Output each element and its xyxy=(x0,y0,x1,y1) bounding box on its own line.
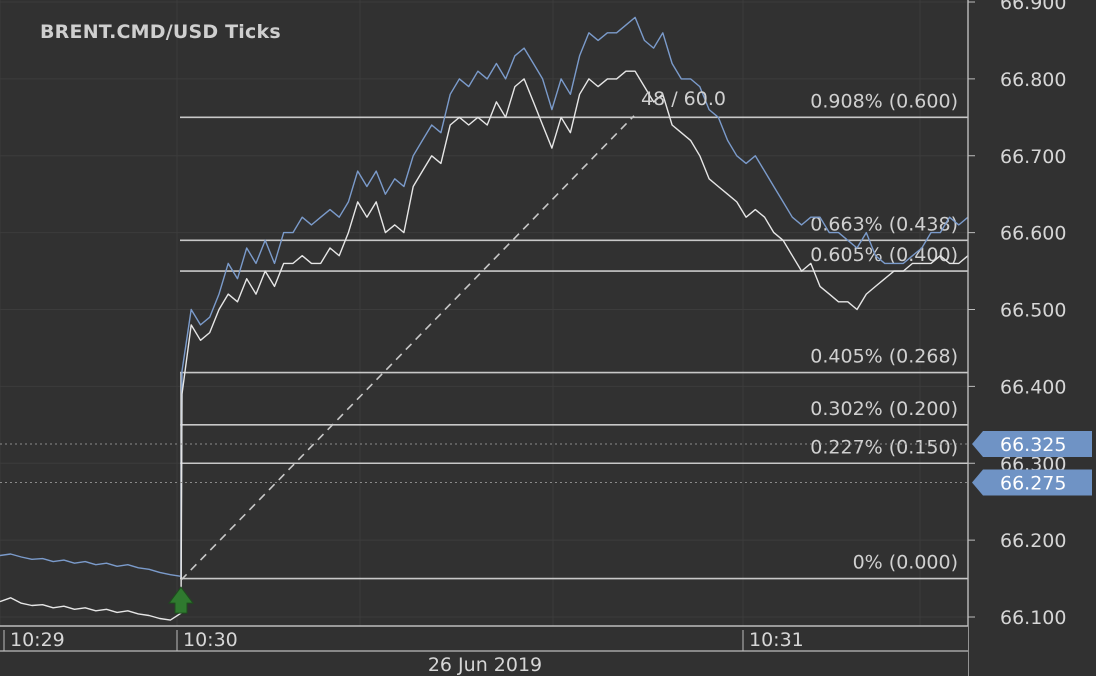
fib-label-4: 0.302% (0.200) xyxy=(810,398,958,420)
y-tick-label-1: 66.200 xyxy=(1000,530,1066,552)
chart-title: BRENT.CMD/USD Ticks xyxy=(40,21,281,43)
y-tick-label-5: 66.600 xyxy=(1000,223,1066,245)
price-tag-label-1: 66.275 xyxy=(1000,472,1066,494)
fib-label-3: 0.405% (0.268) xyxy=(810,346,958,368)
overlay-layer: 48 / 60.0 xyxy=(0,88,968,614)
fib-label-1: 0.663% (0.438) xyxy=(810,213,958,235)
fib-label-2: 0.605% (0.400) xyxy=(810,244,958,266)
series-line-bid xyxy=(0,70,969,621)
y-tick-label-0: 66.100 xyxy=(1000,607,1066,629)
y-axis-panel xyxy=(968,0,1096,676)
x-date-label: 26 Jun 2019 xyxy=(428,654,542,676)
x-tick-label-2: 10:31 xyxy=(749,629,804,651)
y-tick-label-4: 66.500 xyxy=(1000,300,1066,322)
fib-label-6: 0% (0.000) xyxy=(853,552,958,574)
price-tag-label-0: 66.325 xyxy=(1000,434,1066,456)
y-tick-label-3: 66.400 xyxy=(1000,376,1066,398)
y-tick-label-7: 66.800 xyxy=(1000,69,1066,91)
price-tag-1 xyxy=(972,469,1092,496)
trend-line-label: 48 / 60.0 xyxy=(641,88,726,110)
fib-label-5: 0.227% (0.150) xyxy=(810,436,958,458)
series-layer xyxy=(0,16,969,621)
x-tick-label-1: 10:30 xyxy=(183,629,238,651)
price-tag-0 xyxy=(972,431,1092,458)
fib-label-0: 0.908% (0.600) xyxy=(810,90,958,112)
trend-line xyxy=(180,115,635,581)
y-tick-label-6: 66.700 xyxy=(1000,146,1066,168)
y-tick-label-8: 66.900 xyxy=(1000,0,1066,14)
x-tick-label-0: 10:29 xyxy=(10,629,65,651)
buy-arrow-icon xyxy=(168,586,194,614)
